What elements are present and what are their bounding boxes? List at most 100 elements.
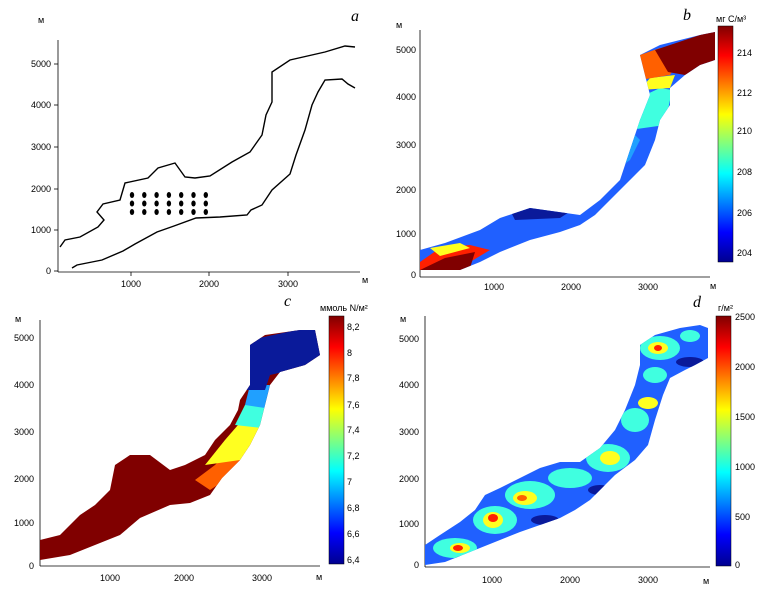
panel-b-y-tick-label: 4000 bbox=[396, 92, 416, 102]
panel-a-y-ticks: 0 1000 2000 3000 4000 5000 bbox=[31, 59, 58, 276]
sampling-station-marker bbox=[166, 192, 172, 198]
panel-a-y-unit: м bbox=[38, 15, 44, 25]
panel-c-colorbar-tick: 7,4 bbox=[347, 425, 360, 435]
sampling-station-marker bbox=[179, 192, 184, 198]
panel-b-x-ticks: 1000 2000 3000 bbox=[484, 282, 658, 292]
sampling-station-marker bbox=[179, 209, 184, 215]
panel-d-colorbar-tick: 2000 bbox=[735, 362, 755, 372]
panel-c-colorbar-tick: 6,6 bbox=[347, 529, 360, 539]
panel-b-label: b bbox=[683, 7, 691, 24]
panel-d-y-tick-label: 0 bbox=[414, 560, 419, 570]
sampling-station-marker bbox=[129, 200, 135, 207]
panel-b-y-ticks: 0 1000 2000 3000 4000 5000 bbox=[396, 45, 416, 280]
panel-d-colorbar-tick: 500 bbox=[735, 512, 750, 522]
sampling-station-marker bbox=[166, 209, 172, 215]
panel-d-colorbar-tick: 1500 bbox=[735, 412, 755, 422]
panel-d-y-tick-label: 2000 bbox=[399, 474, 419, 484]
sampling-station-marker bbox=[166, 200, 172, 207]
panel-a-y-tick-label: 2000 bbox=[31, 184, 51, 194]
panel-c-colorbar-unit: ммоль N/м² bbox=[320, 303, 368, 313]
panel-d-colorbar-scale bbox=[715, 315, 732, 567]
panel-d-y-unit: м bbox=[400, 314, 406, 324]
sampling-station-marker bbox=[179, 200, 184, 207]
panel-b-y-unit: м bbox=[396, 20, 402, 30]
panel-c-y-ticks: 0 1000 2000 3000 4000 5000 bbox=[14, 333, 34, 571]
panel-b-x-unit: м bbox=[710, 281, 716, 291]
sampling-station-marker bbox=[142, 192, 147, 198]
sampling-station-marker bbox=[203, 209, 208, 215]
sampling-station-marker bbox=[191, 192, 196, 198]
panel-c-y-tick-label: 2000 bbox=[14, 474, 34, 484]
panel-a-x-tick-label: 1000 bbox=[121, 279, 141, 289]
panel-b-colorbar-tick: 208 bbox=[737, 167, 752, 177]
panel-d-y-tick-label: 5000 bbox=[399, 334, 419, 344]
sampling-station-marker bbox=[142, 209, 147, 215]
panel-a-y-tick-label: 1000 bbox=[31, 225, 51, 235]
panel-a-x-tick-label: 2000 bbox=[199, 279, 219, 289]
panel-c-x-ticks: 1000 2000 3000 bbox=[100, 573, 272, 583]
panel-a: a м м 0 1000 2000 3000 4000 5000 1000 20… bbox=[31, 8, 368, 289]
panel-b-x-tick-label: 3000 bbox=[638, 282, 658, 292]
panel-c-x-unit: м bbox=[316, 572, 322, 582]
panel-c-y-tick-label: 1000 bbox=[14, 518, 34, 528]
sampling-station-marker bbox=[129, 192, 135, 198]
panel-b-colorbar-tick: 206 bbox=[737, 208, 752, 218]
sampling-station-marker bbox=[203, 192, 208, 198]
panel-c-colorbar-tick: 8 bbox=[347, 348, 352, 358]
panel-a-y-tick-label: 5000 bbox=[31, 59, 51, 69]
panel-b-colorbar: мг С/м³ 204 206 208 210 212 214 bbox=[716, 14, 752, 263]
panel-c-y-tick-label: 5000 bbox=[14, 333, 34, 343]
panel-a-y-tick-label: 4000 bbox=[31, 100, 51, 110]
panel-b-contour-map bbox=[420, 32, 715, 270]
panel-b: b м м 0 1000 2000 3000 4000 5000 1000 20… bbox=[396, 7, 752, 292]
panel-c-colorbar-tick: 7,2 bbox=[347, 451, 360, 461]
panel-a-lower-shoreline bbox=[71, 78, 356, 269]
panel-b-x-tick-label: 2000 bbox=[561, 282, 581, 292]
panel-a-upper-shoreline bbox=[59, 45, 356, 248]
sampling-station-marker bbox=[154, 200, 159, 207]
panel-d-x-unit: м bbox=[703, 576, 709, 586]
panel-c-y-unit: м bbox=[15, 314, 21, 324]
panel-c-y-tick-label: 3000 bbox=[14, 427, 34, 437]
panel-a-y-tick-label: 3000 bbox=[31, 142, 51, 152]
panel-d-x-tick-label: 1000 bbox=[482, 575, 502, 585]
sampling-station-marker bbox=[129, 209, 135, 215]
panel-b-colorbar-tick: 212 bbox=[737, 88, 752, 98]
panel-c-y-tick-label: 0 bbox=[29, 561, 34, 571]
sampling-station-marker bbox=[154, 209, 159, 215]
panel-d-colorbar: г/м² 0 500 1000 1500 2000 2500 bbox=[715, 303, 755, 570]
panel-d-y-tick-label: 4000 bbox=[399, 380, 419, 390]
panel-d-y-ticks: 0 1000 2000 3000 4000 5000 bbox=[399, 334, 419, 570]
panel-c-x-tick-label: 2000 bbox=[174, 573, 194, 583]
panel-a-sampling-stations bbox=[129, 192, 208, 215]
panel-c-colorbar-tick: 7,6 bbox=[347, 400, 360, 410]
panel-b-colorbar-tick: 210 bbox=[737, 126, 752, 136]
panel-b-colorbar-scale bbox=[717, 25, 734, 263]
panel-c: c м м 0 1000 2000 3000 4000 5000 1000 20… bbox=[14, 293, 368, 583]
panel-d-colorbar-tick: 1000 bbox=[735, 462, 755, 472]
panel-b-colorbar-tick: 214 bbox=[737, 48, 752, 58]
panel-d-contour-map bbox=[425, 325, 708, 565]
panel-a-label: a bbox=[351, 8, 359, 25]
panel-b-y-tick-label: 3000 bbox=[396, 140, 416, 150]
panel-c-label: c bbox=[284, 293, 291, 310]
panel-b-y-tick-label: 0 bbox=[411, 270, 416, 280]
panel-a-x-unit: м bbox=[362, 275, 368, 285]
panel-d-y-tick-label: 1000 bbox=[399, 519, 419, 529]
panel-d-x-ticks: 1000 2000 3000 bbox=[482, 575, 658, 585]
sampling-station-marker bbox=[191, 200, 196, 207]
panel-c-colorbar: ммоль N/м² 6,4 6,6 6,8 7 7,2 7,4 7,6 7,8… bbox=[320, 303, 368, 565]
panel-c-colorbar-tick: 7,8 bbox=[347, 373, 360, 383]
panel-c-colorbar-tick: 8,2 bbox=[347, 322, 360, 332]
panel-d-colorbar-tick: 2500 bbox=[735, 312, 755, 322]
panel-d-colorbar-unit: г/м² bbox=[718, 303, 733, 313]
panel-c-colorbar-scale bbox=[328, 315, 345, 565]
panel-c-colorbar-tick: 6,4 bbox=[347, 555, 360, 565]
panel-b-colorbar-unit: мг С/м³ bbox=[716, 14, 746, 24]
panel-c-contour-map bbox=[40, 330, 320, 560]
panel-b-y-tick-label: 5000 bbox=[396, 45, 416, 55]
panel-c-x-tick-label: 3000 bbox=[252, 573, 272, 583]
panel-d-label: d bbox=[693, 294, 702, 311]
panel-a-x-tick-label: 3000 bbox=[278, 279, 298, 289]
panel-a-x-ticks: 1000 2000 3000 bbox=[121, 272, 298, 289]
